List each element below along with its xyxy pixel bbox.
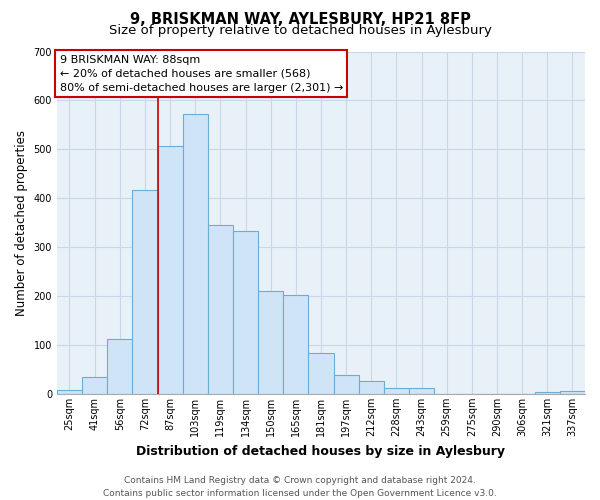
Bar (57, 390, 82, 394)
Bar (560, 392, 585, 394)
Text: 9 BRISKMAN WAY: 88sqm
← 20% of detached houses are smaller (568)
80% of semi-det: 9 BRISKMAN WAY: 88sqm ← 20% of detached … (59, 55, 343, 93)
Bar (107, 338, 133, 394)
Bar (283, 294, 308, 394)
Y-axis label: Number of detached properties: Number of detached properties (15, 130, 28, 316)
Bar (82, 377, 107, 394)
Bar (158, 146, 182, 394)
Bar (233, 231, 258, 394)
Text: Size of property relative to detached houses in Aylesbury: Size of property relative to detached ho… (109, 24, 491, 37)
Bar (208, 225, 233, 394)
Bar (409, 388, 434, 394)
Bar (359, 380, 384, 394)
Bar (258, 291, 283, 394)
Bar (133, 190, 158, 394)
Bar (384, 388, 409, 394)
Bar (535, 392, 560, 394)
Text: 9, BRISKMAN WAY, AYLESBURY, HP21 8FP: 9, BRISKMAN WAY, AYLESBURY, HP21 8FP (130, 12, 470, 28)
X-axis label: Distribution of detached houses by size in Aylesbury: Distribution of detached houses by size … (136, 444, 505, 458)
Text: Contains HM Land Registry data © Crown copyright and database right 2024.
Contai: Contains HM Land Registry data © Crown c… (103, 476, 497, 498)
Bar (308, 354, 334, 394)
Bar (334, 376, 359, 394)
Bar (182, 114, 208, 394)
